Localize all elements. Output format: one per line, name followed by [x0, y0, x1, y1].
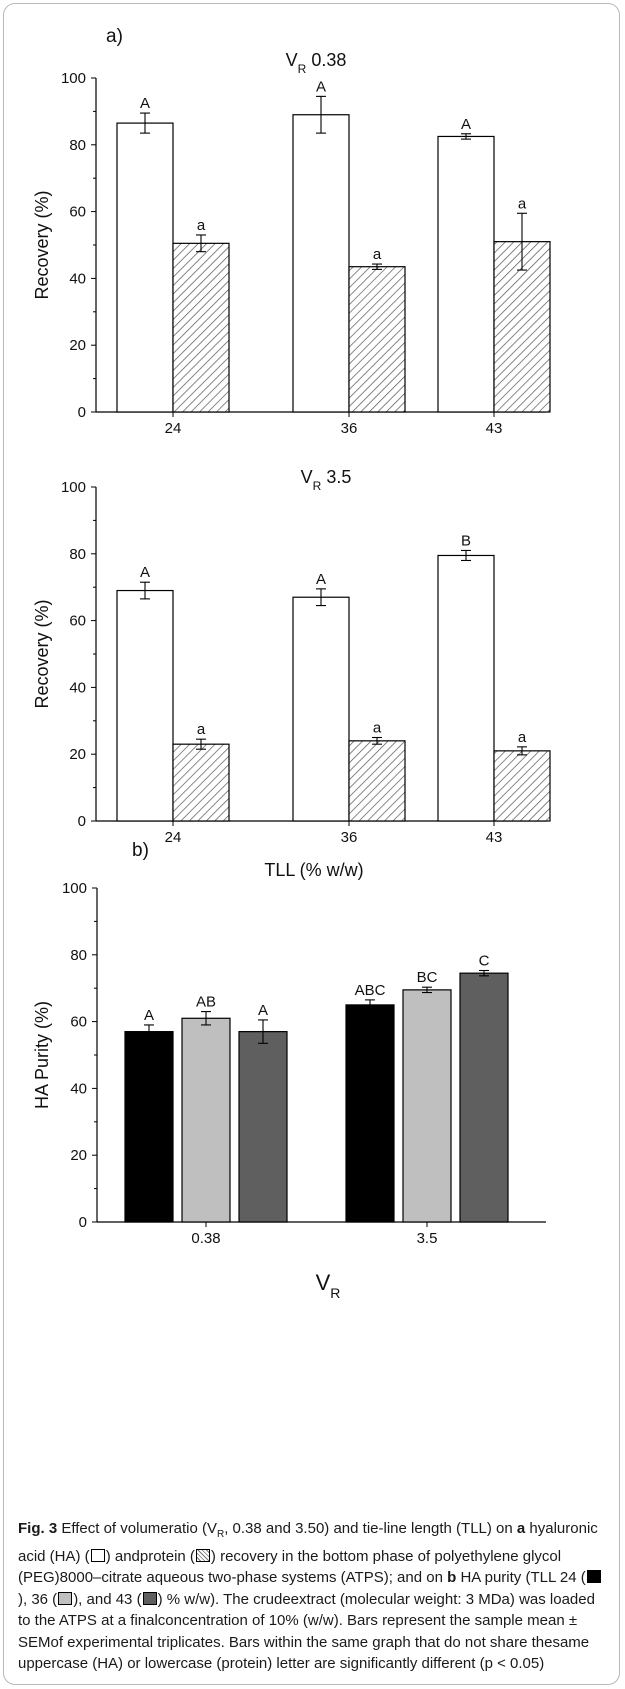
bar	[172, 743, 230, 822]
significance-letter: A	[316, 78, 326, 95]
bar	[292, 114, 350, 413]
x-tick-label: 36	[341, 420, 358, 437]
significance-letter: A	[140, 95, 150, 112]
x-tick-label: 3.5	[417, 1230, 438, 1247]
y-tick-label: 60	[69, 613, 86, 630]
y-tick-label: 40	[69, 270, 86, 287]
significance-letter: a	[197, 721, 206, 738]
tll43-swatch	[142, 1591, 157, 1605]
x-tick-label: 36	[341, 829, 358, 846]
y-tick-label: 100	[61, 479, 86, 496]
bar	[402, 989, 452, 1223]
significance-letter: BC	[417, 969, 438, 986]
caption-text-3: hyaluronic acid (HA) (	[18, 1520, 598, 1565]
y-tick-label: 100	[61, 70, 86, 87]
y-tick-label: 0	[78, 813, 86, 830]
y-tick-label: 80	[69, 137, 86, 154]
caption-text-7: ), 36 (	[18, 1590, 58, 1608]
bar	[116, 122, 174, 413]
y-tick-label: 40	[69, 679, 86, 696]
x-tick-label: 0.38	[191, 1230, 220, 1247]
panel-label: b)	[132, 840, 149, 861]
significance-letter: AB	[196, 994, 216, 1011]
y-tick-label: 40	[70, 1080, 87, 1097]
significance-letter: A	[316, 571, 326, 588]
y-tick-label: 0	[78, 404, 86, 421]
caption-text-6: HA purity (TLL 24 (	[456, 1569, 586, 1586]
significance-letter: a	[373, 246, 382, 263]
bar	[124, 1031, 174, 1223]
y-tick-label: 20	[70, 1147, 87, 1164]
y-axis-label: HA Purity (%)	[32, 1001, 52, 1109]
y-tick-label: 20	[69, 746, 86, 763]
significance-letter: a	[518, 729, 527, 746]
y-axis-label: Recovery (%)	[32, 190, 52, 299]
significance-letter: a	[373, 720, 382, 737]
bar	[181, 1017, 231, 1223]
y-tick-label: 0	[79, 1214, 87, 1231]
significance-letter: A	[258, 1002, 268, 1019]
x-tick-label: 43	[486, 829, 503, 846]
significance-letter: C	[479, 952, 490, 969]
bar	[345, 1004, 395, 1223]
bar	[292, 596, 350, 822]
x-tick-label: 43	[486, 420, 503, 437]
figure-charts: 0 20 40 60 80 100 Recovery (%) 24 36 43 A A Aa a a VR 0…	[32, 26, 551, 1301]
bar	[437, 554, 495, 822]
y-axis-label: Recovery (%)	[32, 599, 52, 708]
bar	[172, 242, 230, 413]
y-tick-label: 60	[69, 204, 86, 221]
figure-frame	[3, 3, 620, 1685]
y-tick-label: 100	[62, 880, 87, 897]
bar	[238, 1031, 288, 1223]
significance-letter: B	[461, 532, 471, 549]
caption-text-5: ) recovery in the bottom phase of polyet…	[18, 1547, 562, 1587]
x-tick-label: 24	[165, 829, 182, 846]
caption-text-9: ) % w/w). The crudeextract (molecular we…	[18, 1590, 595, 1673]
significance-letter: A	[461, 116, 471, 133]
significance-letter: ABC	[355, 982, 386, 999]
protein-swatch	[195, 1548, 210, 1562]
ha-swatch	[90, 1548, 105, 1562]
caption-vr-sub: R	[216, 1529, 225, 1540]
x-axis-label: TLL (% w/w)	[264, 860, 363, 880]
chart-title: VR 0.38	[286, 50, 347, 76]
panel-label: a)	[106, 26, 123, 47]
tll36-swatch	[58, 1591, 73, 1605]
y-tick-label: 20	[69, 337, 86, 354]
bar	[348, 266, 406, 413]
bar	[493, 750, 551, 822]
tll24-swatch	[586, 1570, 601, 1583]
significance-letter: A	[140, 564, 150, 581]
significance-letter: a	[518, 195, 527, 212]
caption-bold-b: b	[447, 1569, 457, 1586]
y-tick-label: 60	[70, 1014, 87, 1031]
bar	[437, 135, 495, 413]
caption-text-2: , 0.38 and 3.50) and tie-line length (TL…	[224, 1520, 517, 1537]
caption-fig-label: Fig. 3	[18, 1520, 58, 1537]
caption-text-1: Effect of volumeratio (V	[57, 1520, 217, 1537]
significance-letter: A	[144, 1007, 154, 1024]
x-axis-label: VR	[316, 1270, 341, 1301]
x-tick-label: 24	[165, 420, 182, 437]
significance-letter: a	[197, 217, 206, 234]
y-tick-label: 80	[70, 947, 87, 964]
caption-bold-a: a	[516, 1520, 526, 1537]
bar	[116, 589, 174, 822]
figure-caption: Fig. 3 Effect of volumeratio (VR, 0.38 a…	[18, 1518, 608, 1675]
caption-text-4: ) andprotein (	[105, 1547, 195, 1565]
caption-text-8: ), and 43 (	[73, 1590, 142, 1608]
chart-title: VR 3.5	[301, 467, 352, 493]
bar	[459, 972, 509, 1223]
bar	[348, 740, 406, 822]
y-tick-label: 80	[69, 546, 86, 563]
